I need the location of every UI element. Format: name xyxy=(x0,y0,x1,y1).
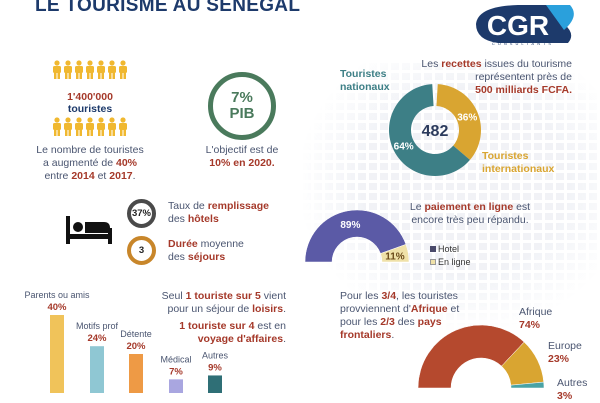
pib-objective-text: L'objectif est de 10% en 2020. xyxy=(205,144,279,169)
person-icon xyxy=(119,117,127,136)
person-icon xyxy=(75,60,83,79)
person-icon xyxy=(97,60,105,79)
bar-1 xyxy=(90,346,104,393)
logo-text: CGR xyxy=(487,10,549,41)
bar-value-0: 40% xyxy=(47,302,67,313)
person-icon xyxy=(108,60,116,79)
bar-category-0: Parents ou amis xyxy=(24,290,90,300)
donut-label-1: 36% xyxy=(457,112,477,123)
bar-value-1: 24% xyxy=(87,333,107,344)
half-slice-0 xyxy=(417,324,525,389)
stay-duration-circle: 3 xyxy=(127,236,156,265)
person-icon xyxy=(86,117,94,136)
person-icon xyxy=(53,60,61,79)
half-label-1: 11% xyxy=(385,251,405,262)
legend-internationaux: Touristes internationaux xyxy=(482,150,555,175)
person-icon xyxy=(86,60,94,79)
person-icon xyxy=(97,117,105,136)
tourist-growth-text: Le nombre de touristes a augmenté de 40%… xyxy=(36,144,144,182)
person-icon xyxy=(64,60,72,79)
label-europe: Europe 23% xyxy=(548,340,582,365)
half-slice-1 xyxy=(380,244,410,263)
paiement-legend: Hotel En ligne xyxy=(430,243,471,269)
bar-value-3: 7% xyxy=(169,366,183,377)
motifs-text: Seul 1 touriste sur 5 vient pour un séjo… xyxy=(161,290,286,345)
bar-value-4: 9% xyxy=(208,362,222,373)
bar-category-2: Détente xyxy=(120,329,152,339)
pib-circle: 7% PIB xyxy=(208,72,276,140)
logo-subtext: CONSULTANTS xyxy=(492,41,554,46)
hotel-fill-text: Taux de remplissage des hôtels xyxy=(168,200,269,225)
paiement-text: Le paiement en ligne est encore très peu… xyxy=(409,201,531,226)
bar-0 xyxy=(50,315,64,393)
page-title: LE TOURISME AU SÉNÉGAL xyxy=(35,0,301,16)
stay-duration-text: Durée moyenne des séjours xyxy=(168,238,244,263)
bar-category-1: Motifs prof xyxy=(76,321,119,331)
person-icon xyxy=(53,117,61,136)
origine-half-donut xyxy=(417,324,545,389)
bar-3 xyxy=(169,379,183,393)
donut-slice-0 xyxy=(389,84,470,176)
bar-category-3: Médical xyxy=(160,354,191,364)
half-slice-0 xyxy=(304,209,407,263)
recettes-text: Les recettes issues du tourisme représen… xyxy=(421,58,572,96)
cgr-logo: CGR CONSULTANTS xyxy=(476,5,574,46)
people-icons-bottom xyxy=(52,117,132,142)
bed-icon xyxy=(66,216,112,244)
tourist-unit: touristes xyxy=(67,103,113,115)
recettes-donut-chart: 36% 64% 482 xyxy=(389,84,481,176)
label-autres: Autres 3% xyxy=(557,377,588,402)
person-icon xyxy=(108,117,116,136)
bar-4 xyxy=(208,375,222,393)
person-icon xyxy=(119,60,127,79)
bar-category-4: Autres xyxy=(202,350,229,360)
legend-nationaux: Touristes nationaux xyxy=(340,68,390,93)
legend-hotel: Hotel xyxy=(430,243,471,256)
donut-slice-1 xyxy=(436,84,481,160)
person-icon xyxy=(75,117,83,136)
legend-en-ligne: En ligne xyxy=(430,256,471,269)
donut-center-label: 482 xyxy=(422,123,449,140)
tourist-count: 1'400'000 xyxy=(67,91,113,103)
bar-value-2: 20% xyxy=(126,341,146,352)
donut-label-0: 64% xyxy=(394,142,414,153)
hotel-fill-rate-circle: 37% xyxy=(127,199,156,228)
label-afrique: Afrique 74% xyxy=(519,306,553,331)
half-slice-2 xyxy=(510,381,545,389)
origine-text: Pour les 3/4, les touristes provviennent… xyxy=(340,290,460,341)
paiement-half-donut: 89% 11% xyxy=(304,209,410,263)
half-label-0: 89% xyxy=(340,220,360,231)
person-icon xyxy=(64,117,72,136)
people-icons-top xyxy=(52,60,132,85)
bar-2 xyxy=(129,354,143,393)
motifs-bar-chart: Parents ou amis 40% Motifs prof 24% Détente 2… xyxy=(24,290,229,393)
